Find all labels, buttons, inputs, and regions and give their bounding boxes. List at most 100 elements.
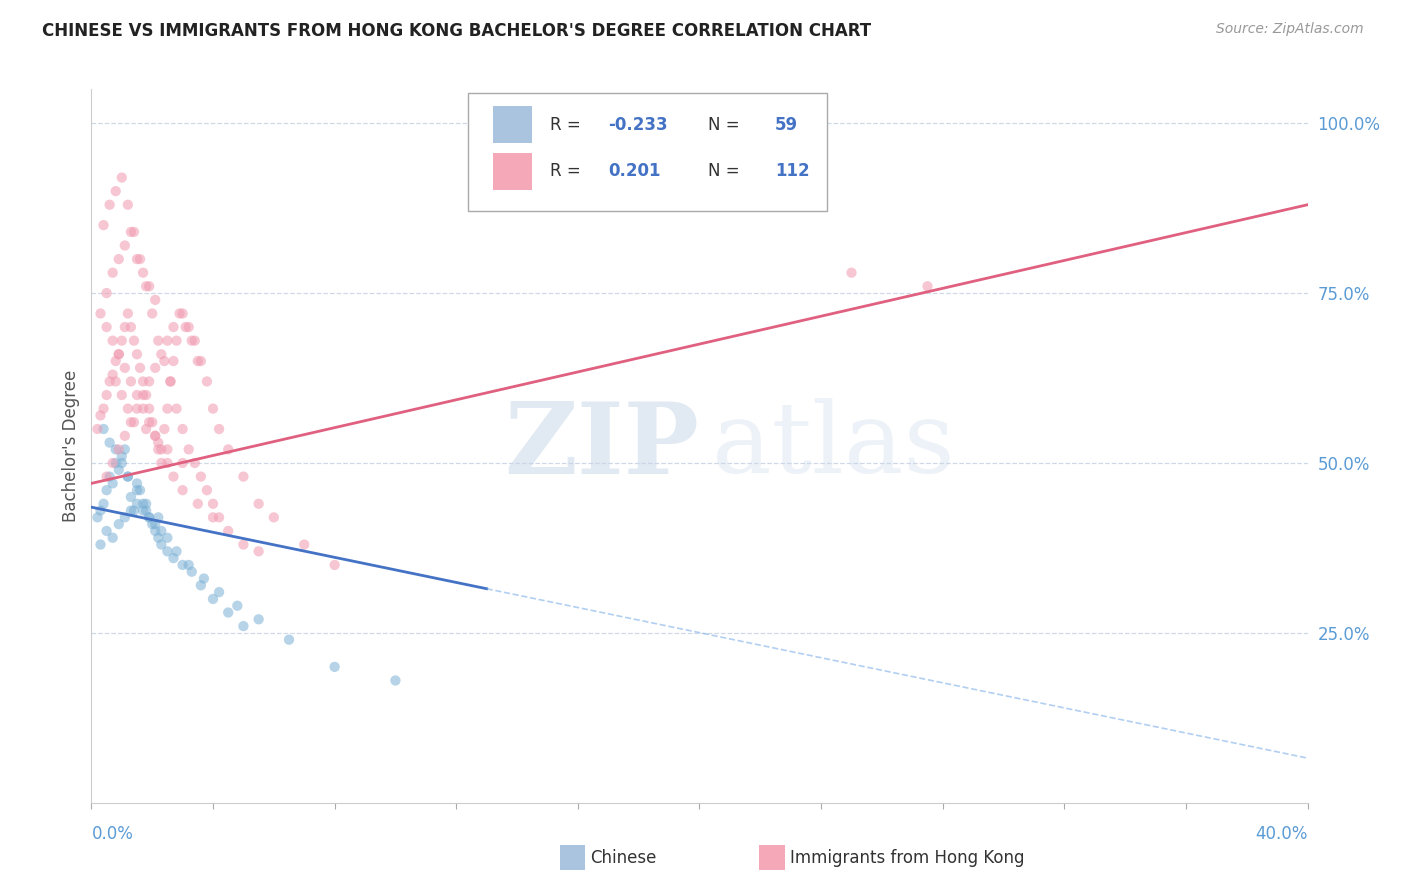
Point [153, 422, 176, 436]
Point [132, 266, 155, 280]
Point [190, 469, 212, 483]
Point [150, 524, 173, 538]
Point [180, 334, 202, 348]
Point [292, 537, 315, 551]
Point [101, 368, 124, 382]
Point [263, 510, 285, 524]
Y-axis label: Bachelor's Degree: Bachelor's Degree [62, 370, 80, 522]
Point [101, 476, 124, 491]
Point [217, 606, 239, 620]
Point [148, 442, 170, 457]
Point [177, 320, 200, 334]
Point [120, 375, 142, 389]
Point [187, 354, 209, 368]
Point [96, 483, 118, 498]
Point [114, 442, 136, 457]
Point [143, 517, 166, 532]
Point [89, 306, 111, 320]
Point [89, 409, 111, 423]
Point [184, 334, 207, 348]
Point [150, 537, 173, 551]
Point [120, 320, 142, 334]
Point [226, 599, 249, 613]
Point [202, 497, 225, 511]
Point [141, 415, 163, 429]
Point [107, 347, 129, 361]
Point [138, 415, 160, 429]
Point [172, 483, 194, 498]
Point [86, 422, 108, 436]
Point [193, 572, 215, 586]
Point [111, 388, 134, 402]
Point [143, 524, 166, 538]
Point [232, 469, 254, 483]
Point [101, 334, 124, 348]
Text: 0.201: 0.201 [609, 162, 661, 180]
Point [96, 469, 118, 483]
Point [125, 476, 148, 491]
Point [107, 442, 129, 457]
Point [141, 306, 163, 320]
Point [129, 483, 152, 498]
Point [122, 415, 145, 429]
Point [96, 524, 118, 538]
Point [125, 497, 148, 511]
Point [114, 429, 136, 443]
Point [120, 225, 142, 239]
Point [129, 360, 152, 375]
Text: atlas: atlas [711, 398, 955, 494]
Point [180, 565, 202, 579]
Point [122, 225, 145, 239]
Point [120, 490, 142, 504]
Point [98, 375, 121, 389]
Point [150, 456, 173, 470]
Text: Source: ZipAtlas.com: Source: ZipAtlas.com [1216, 22, 1364, 37]
Point [98, 435, 121, 450]
Point [148, 334, 170, 348]
Point [177, 558, 200, 572]
Point [122, 334, 145, 348]
Point [143, 429, 166, 443]
Point [148, 531, 170, 545]
Point [217, 442, 239, 457]
Point [101, 531, 124, 545]
Point [162, 320, 184, 334]
Point [202, 401, 225, 416]
Text: ZIP: ZIP [505, 398, 699, 494]
Text: 59: 59 [775, 116, 799, 134]
Text: 40.0%: 40.0% [1256, 825, 1308, 843]
Point [104, 184, 127, 198]
Point [93, 218, 115, 232]
Bar [492, 106, 531, 144]
Point [150, 442, 173, 457]
Point [232, 619, 254, 633]
Point [153, 354, 176, 368]
Point [138, 375, 160, 389]
Point [172, 306, 194, 320]
Point [190, 578, 212, 592]
Text: R =: R = [550, 162, 586, 180]
Point [135, 503, 157, 517]
Point [101, 456, 124, 470]
Text: R =: R = [550, 116, 586, 134]
Point [143, 293, 166, 307]
Point [104, 456, 127, 470]
Point [120, 415, 142, 429]
Point [159, 375, 181, 389]
Point [125, 252, 148, 266]
Point [125, 347, 148, 361]
Point [89, 503, 111, 517]
Point [117, 401, 139, 416]
Point [148, 435, 170, 450]
Point [101, 266, 124, 280]
Point [156, 456, 179, 470]
Point [93, 401, 115, 416]
FancyBboxPatch shape [468, 93, 827, 211]
Point [104, 442, 127, 457]
Point [117, 469, 139, 483]
Point [98, 469, 121, 483]
Text: CHINESE VS IMMIGRANTS FROM HONG KONG BACHELOR'S DEGREE CORRELATION CHART: CHINESE VS IMMIGRANTS FROM HONG KONG BAC… [42, 22, 872, 40]
Point [93, 497, 115, 511]
Point [162, 354, 184, 368]
Point [135, 388, 157, 402]
